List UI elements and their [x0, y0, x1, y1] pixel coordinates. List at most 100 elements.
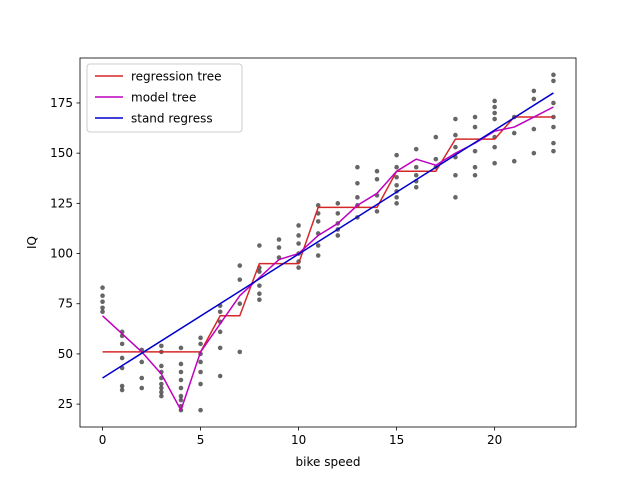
legend-box [86, 63, 243, 133]
scatter-point [178, 397, 184, 403]
scatter-point [511, 130, 517, 136]
scatter-point [139, 359, 145, 365]
scatter-point [178, 369, 184, 375]
scatter-point [551, 140, 556, 146]
scatter-point [119, 387, 125, 393]
plot-content [100, 72, 556, 413]
scatter-point [315, 203, 321, 208]
scatter-point [355, 180, 360, 186]
scatter-point [198, 381, 203, 387]
scatter-point [217, 373, 223, 379]
legend-label: regression tree [131, 70, 221, 84]
scatter-point [413, 172, 419, 178]
scatter-point [453, 132, 458, 138]
legend: regression tree model tree stand regress [86, 63, 243, 133]
scatter-point [453, 172, 458, 178]
scatter-point [100, 293, 105, 299]
scatter-point [100, 299, 105, 305]
y-axis-label: IQ [25, 236, 39, 249]
scatter-point [551, 78, 556, 84]
scatter-point [237, 301, 243, 307]
x-tick-label: 15 [389, 433, 404, 447]
scatter-point [551, 72, 556, 78]
scatter-point [119, 355, 125, 361]
y-tick-label: 100 [50, 247, 73, 261]
scatter-point [511, 158, 517, 164]
scatter-point [217, 329, 223, 335]
scatter-point [492, 110, 497, 116]
scatter-point [335, 201, 341, 206]
x-tick-label: 10 [291, 433, 306, 447]
legend-label: model tree [131, 91, 196, 105]
scatter-point [237, 263, 243, 268]
x-tick-label: 5 [197, 433, 205, 447]
scatter-point [433, 156, 439, 162]
scatter-point [394, 182, 399, 188]
scatter-point [413, 184, 419, 190]
scatter-point [178, 385, 184, 391]
scatter-point [198, 359, 203, 365]
scatter-point [472, 114, 478, 120]
scatter-point [453, 144, 458, 150]
scatter-point [394, 195, 399, 200]
scatter-point [237, 277, 243, 282]
scatter-point [315, 253, 321, 258]
scatter-point [139, 385, 145, 391]
scatter-point [531, 88, 537, 94]
scatter-point [394, 201, 399, 206]
y-tick-label: 125 [50, 196, 73, 210]
scatter-point [139, 375, 145, 381]
scatter-point [257, 269, 262, 274]
x-axis-label: bike speed [296, 455, 361, 469]
scatter-point [257, 243, 262, 248]
x-tick-label: 20 [487, 433, 502, 447]
scatter-point [315, 219, 321, 224]
scatter-point [551, 124, 556, 130]
scatter-point [119, 383, 125, 389]
scatter-point [100, 309, 105, 315]
scatter-point [374, 209, 380, 214]
scatter-point [531, 150, 537, 156]
scatter-point [178, 361, 184, 367]
scatter-point [433, 134, 439, 140]
scatter-point [178, 345, 184, 351]
scatter-point [159, 381, 164, 387]
scatter-point [276, 237, 282, 242]
scatter-point [394, 174, 399, 180]
scatter-point [413, 146, 419, 152]
scatter-point [159, 389, 164, 395]
y-tick-label: 175 [50, 96, 73, 110]
scatter-point [257, 291, 262, 296]
scatter-point [178, 393, 184, 399]
scatter-point [178, 377, 184, 383]
legend-label: stand regress [131, 112, 213, 126]
scatter-point [100, 285, 105, 290]
scatter-point [159, 393, 164, 399]
scatter-point [551, 148, 556, 154]
scatter-point [217, 309, 223, 315]
series-line-model-tree [102, 106, 554, 411]
scatter-point [198, 341, 203, 347]
scatter-point [492, 104, 497, 110]
series-line-stand-regress [102, 92, 554, 379]
scatter-point [198, 335, 203, 341]
scatter-point [159, 363, 164, 369]
plot-frame [79, 57, 577, 428]
scatter-point [453, 195, 458, 200]
scatter-point [531, 126, 537, 132]
scatter-point [394, 152, 399, 158]
scatter-point [296, 223, 301, 228]
scatter-point [159, 343, 164, 349]
axes: 0 5 10 15 20 25 50 75 100 125 150 175 [50, 57, 577, 447]
scatter-point [315, 243, 321, 248]
series-line-regression-tree [102, 116, 554, 353]
scatter-point [296, 241, 301, 246]
scatter-point [159, 385, 164, 391]
scatter-point [335, 233, 341, 238]
scatter-point [257, 283, 262, 288]
scatter-point [237, 349, 243, 355]
scatter-point [531, 96, 537, 102]
scatter-point [394, 164, 399, 170]
scatter-point [472, 124, 478, 130]
